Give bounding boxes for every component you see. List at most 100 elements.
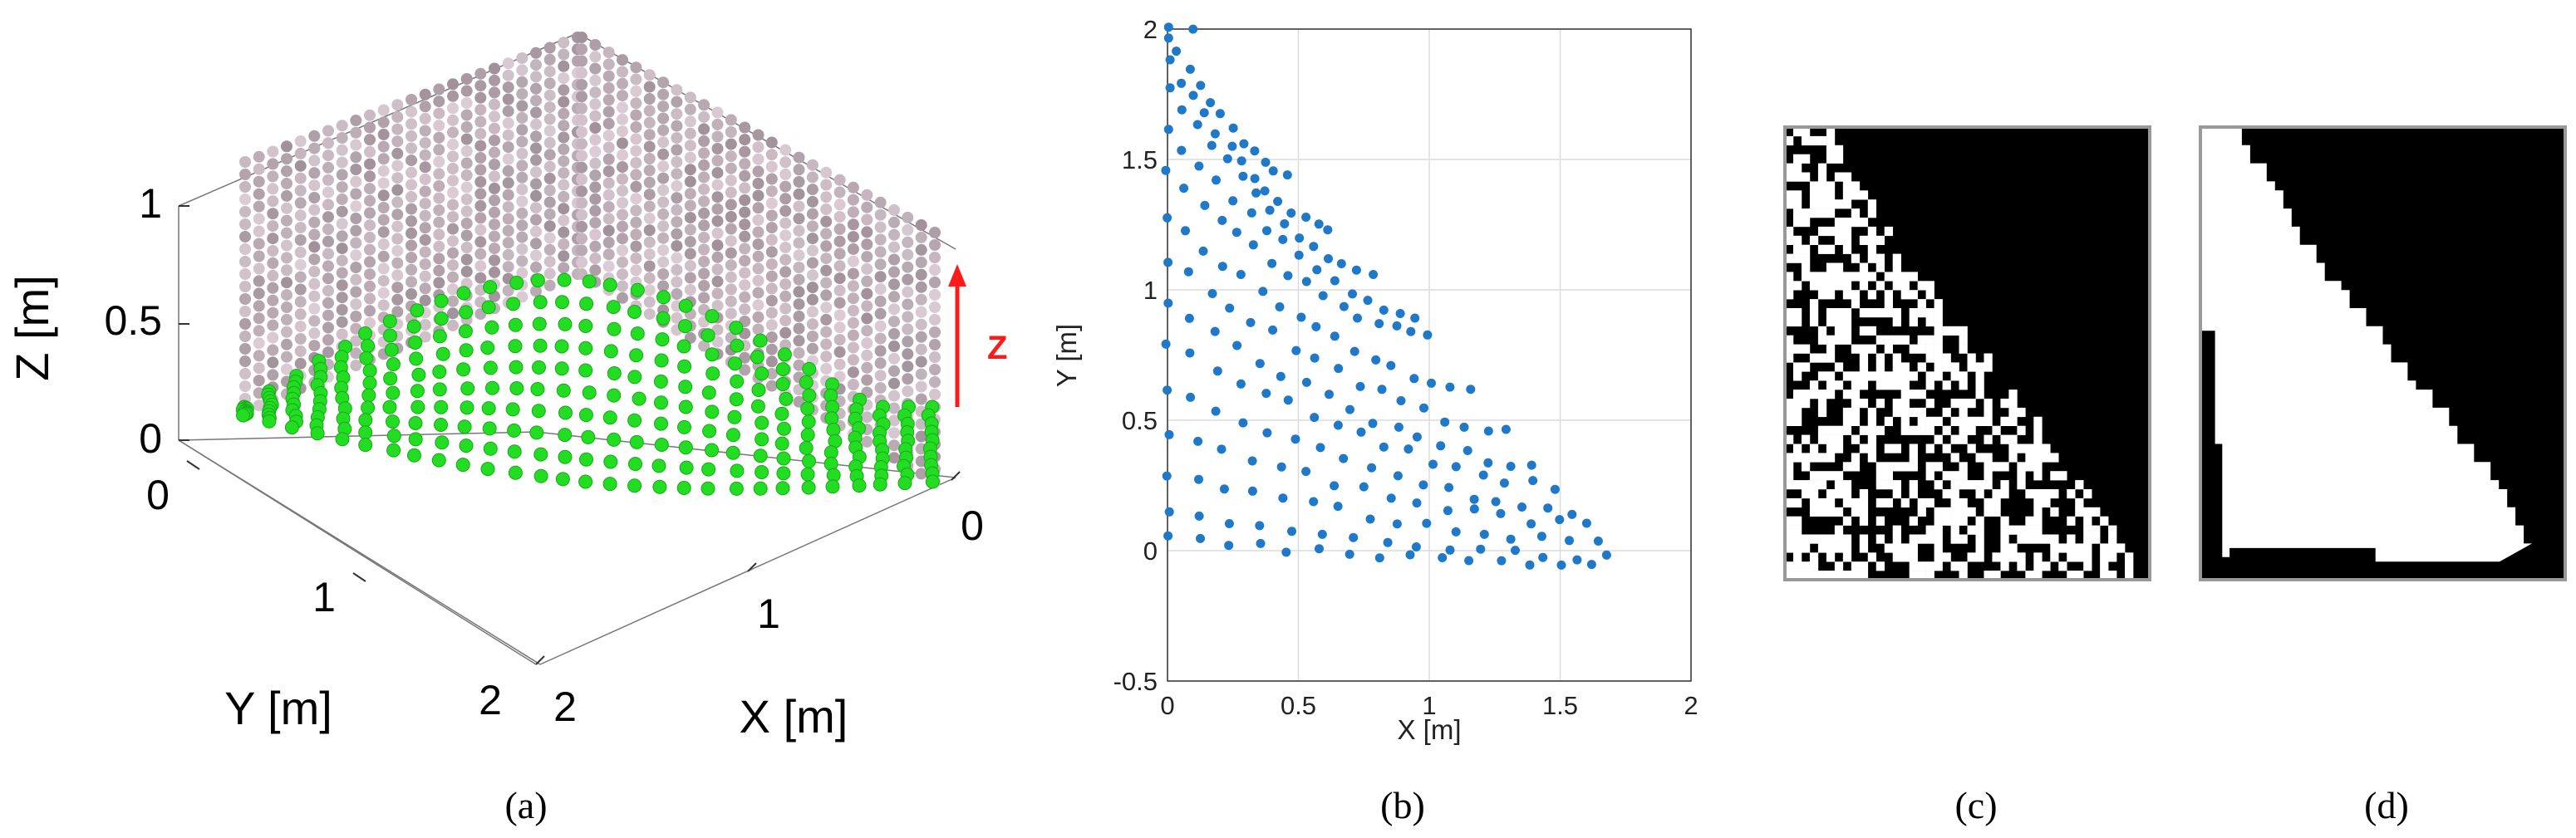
wall-point [377, 202, 390, 213]
wall-point [308, 192, 321, 203]
wall-point [576, 233, 587, 245]
ground-point [676, 339, 691, 354]
occupied-cell [1875, 534, 1885, 544]
occupied-cell [1900, 290, 1910, 300]
wall-point [833, 321, 846, 334]
wall-point [698, 219, 710, 232]
wall-point [833, 235, 846, 247]
ground-point [678, 440, 693, 455]
occupied-cell [1917, 299, 1926, 309]
wall-point [433, 240, 445, 252]
data-point [1369, 270, 1379, 279]
data-point [1177, 145, 1187, 155]
data-point [1363, 296, 1373, 306]
wall-point [833, 247, 846, 260]
occupied-cell [1817, 326, 1827, 336]
wall-point [576, 256, 587, 268]
occupied-cell [2075, 571, 2084, 581]
data-point [1368, 419, 1378, 429]
wall-point [589, 110, 602, 122]
wall-point [915, 343, 927, 355]
occupied-cell [1817, 181, 1827, 191]
occupied-cell [1892, 262, 1901, 272]
occupied-cell [1875, 362, 1885, 372]
wall-point [377, 164, 390, 177]
occupied-cell [1817, 281, 1827, 291]
occupied-cell [1925, 380, 1934, 390]
occupied-cell [1809, 453, 1819, 463]
wall-point [267, 269, 279, 282]
wall-point [294, 246, 307, 258]
wall-point [447, 187, 459, 198]
ground-point [386, 357, 401, 371]
wall-point [308, 266, 321, 277]
occupied-cell [1809, 552, 1819, 562]
wall-point [752, 202, 764, 214]
data-point [1163, 385, 1172, 395]
occupied-cell [1826, 571, 1836, 581]
occupied-cell [2042, 453, 2051, 463]
wall-point [765, 343, 778, 355]
data-point [1164, 429, 1174, 439]
data-point [1224, 519, 1234, 528]
occupied-cell [2058, 471, 2067, 481]
wall-point [643, 200, 656, 213]
wall-point [589, 157, 602, 169]
occupied-cell [1785, 571, 1794, 581]
data-point [1301, 213, 1311, 222]
wall-point [516, 255, 528, 267]
occupied-cell [2033, 489, 2043, 499]
wall-point [617, 197, 628, 209]
occupied-cell [1867, 290, 1877, 300]
ground-point [800, 428, 815, 443]
data-point [1161, 165, 1171, 175]
wall-point [281, 227, 293, 239]
wall-point [752, 178, 764, 189]
data-point [1356, 427, 1366, 437]
ground-point [755, 415, 769, 430]
occupied-cell [2000, 543, 2009, 553]
wall-point [530, 130, 542, 143]
wall-point [698, 159, 710, 171]
wall-point [617, 268, 628, 281]
wall-point [833, 358, 846, 370]
ground-point [651, 458, 666, 473]
wall-point [874, 382, 887, 394]
wall-point [698, 267, 710, 280]
occupied-cell [1875, 353, 1885, 363]
wall-point [847, 354, 859, 366]
wall-point [281, 140, 293, 153]
occupied-cell [1826, 471, 1836, 481]
occupied-cell [1950, 399, 1959, 409]
wall-point [739, 145, 751, 158]
wall-point [419, 161, 431, 174]
occupied-cell [1975, 380, 1984, 390]
wall-point [915, 368, 927, 380]
occupied-cell [2058, 543, 2067, 553]
occupied-cell [1892, 335, 1901, 345]
wall-point [391, 269, 404, 282]
ground-point [460, 400, 474, 415]
occupied-cell [1867, 344, 1877, 354]
wall-point [294, 184, 307, 197]
ground-point [532, 316, 547, 331]
occupied-cell [1817, 407, 1827, 418]
occupied-cell [1925, 425, 1934, 435]
occupied-cell [2017, 407, 2026, 418]
occupied-cell [1859, 507, 1869, 517]
occupied-cell [1792, 308, 1802, 318]
occupied-cell [1984, 407, 1993, 418]
data-point [1247, 486, 1257, 496]
occupied-cell [1834, 561, 1844, 571]
wall-point [502, 164, 514, 177]
occupied-cell [1785, 416, 1794, 426]
wall-point [433, 180, 445, 192]
wall-point [364, 292, 376, 305]
data-point [1276, 462, 1286, 472]
wall-point [643, 260, 656, 272]
wall-point [474, 260, 487, 272]
wall-point [433, 228, 445, 241]
occupied-cell [1925, 308, 1934, 318]
wall-point [516, 64, 528, 76]
occupied-cell [1875, 281, 1885, 291]
